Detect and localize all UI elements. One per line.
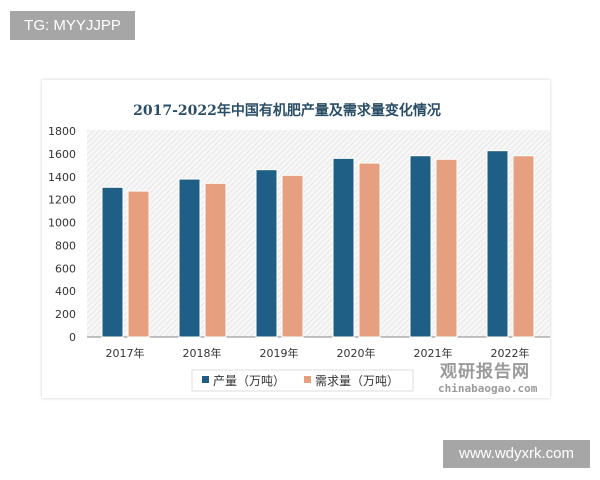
bar-production	[255, 169, 278, 338]
chart-title: 2017-2022年中国有机肥产量及需求量变化情况	[133, 102, 441, 119]
source-logo-name: 观研报告网	[440, 362, 530, 382]
source-logo-url: chinabaogao.com	[438, 382, 538, 395]
bar-demand	[512, 155, 535, 338]
y-tick-label: 1800	[48, 125, 76, 138]
x-tick-label: 2017年	[106, 346, 145, 360]
bar-demand	[127, 190, 150, 338]
bar-demand	[358, 162, 381, 338]
y-tick-label: 800	[55, 239, 76, 252]
legend-swatch	[304, 376, 311, 383]
x-tick-label: 2019年	[260, 346, 299, 360]
y-tick-label: 1600	[48, 148, 76, 161]
y-tick-label: 200	[55, 308, 76, 321]
y-tick-label: 600	[55, 262, 76, 275]
x-tick-label: 2022年	[491, 346, 530, 360]
watermark-tag: TG: MYYJJPP	[10, 11, 135, 40]
y-tick-label: 400	[55, 285, 76, 298]
bar-production	[409, 155, 432, 338]
legend-label: 产量（万吨）	[213, 374, 285, 388]
x-tick-label: 2018年	[183, 346, 222, 360]
bar-production	[178, 178, 201, 338]
x-tick-label: 2020年	[337, 346, 376, 360]
x-tick-label: 2021年	[414, 346, 453, 360]
legend-label: 需求量（万吨）	[315, 374, 399, 388]
chart-card: 2017-2022年中国有机肥产量及需求量变化情况 0 200 400 600 800 1…	[42, 80, 550, 398]
bar-demand	[435, 158, 458, 338]
plot-area	[87, 130, 550, 337]
source-logo: 观研报告网 chinabaogao.com	[420, 362, 548, 396]
bar-production	[332, 157, 355, 338]
y-tick-label: 1200	[48, 194, 76, 207]
bar-demand	[281, 174, 304, 338]
legend-swatch	[202, 376, 209, 383]
y-tick-label: 1000	[48, 217, 76, 230]
legend-box	[191, 369, 414, 392]
y-tick-label: 0	[69, 331, 76, 344]
bar-production	[101, 186, 124, 338]
bar-production	[486, 150, 509, 338]
bar-chart: 2017-2022年中国有机肥产量及需求量变化情况 0 200 400 600 800 1…	[48, 102, 550, 392]
y-tick-label: 1400	[48, 171, 76, 184]
bar-demand	[204, 182, 227, 338]
watermark-site: www.wdyxrk.com	[443, 440, 590, 468]
